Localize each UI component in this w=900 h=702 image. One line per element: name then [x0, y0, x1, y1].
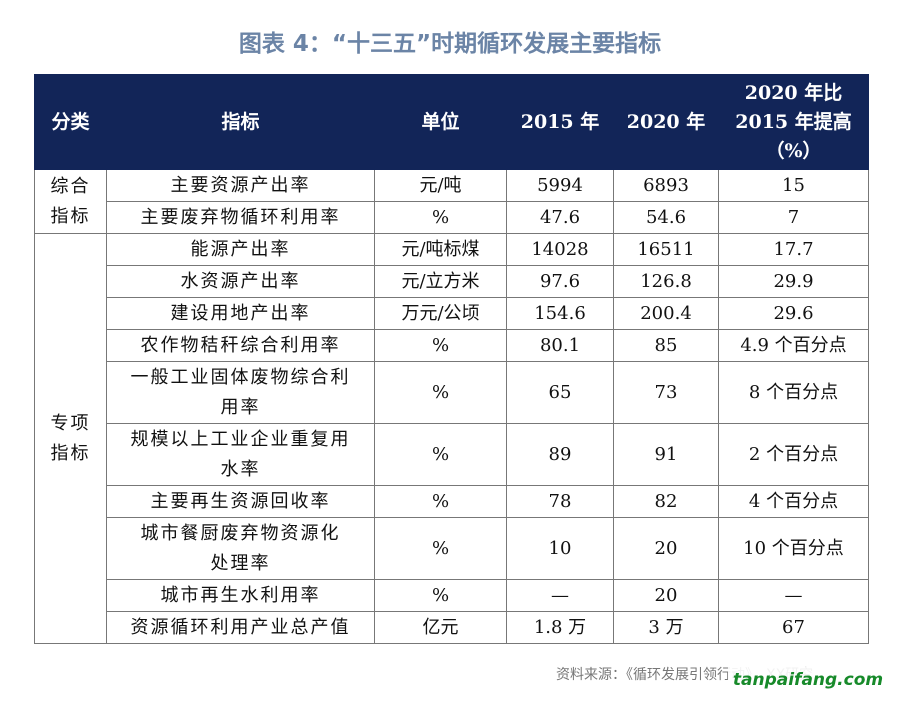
- value-2015-cell: 78: [506, 485, 614, 518]
- increase-cell: 10 个百分点: [718, 517, 869, 580]
- indicator-cell: 能源产出率: [106, 233, 375, 266]
- table-row: 资源循环利用产业总产值 亿元 1.8 万 3 万 67: [35, 611, 869, 644]
- watermark: tanpaifang.com: [728, 667, 888, 693]
- indicator-line2: 用率: [220, 396, 261, 418]
- table-row: 城市餐厨废弃物资源化 处理率 % 10 20 10 个百分点: [35, 517, 869, 580]
- category-comprehensive-line1: 综合: [50, 175, 91, 197]
- header-increase: 2020 年比 2015 年提高 （%）: [718, 74, 869, 170]
- table-row: 农作物秸秆综合利用率 % 80.1 85 4.9 个百分点: [35, 329, 869, 362]
- value-2020-cell: 73: [613, 361, 719, 424]
- table-row: 综合 指标 主要资源产出率 元/吨 5994 6893 15: [34, 169, 869, 234]
- increase-cell: —: [718, 579, 869, 612]
- unit-cell: %: [374, 423, 507, 486]
- value-2020-cell: 200.4: [613, 297, 719, 330]
- value-2015-cell: 89: [506, 423, 614, 486]
- unit-cell: 万元/公顷: [374, 297, 507, 330]
- indicator-cell: 建设用地产出率: [106, 297, 375, 330]
- value-2020-cell: 126.8: [613, 265, 719, 298]
- indicator-cell: 资源循环利用产业总产值: [106, 611, 375, 644]
- category-special-line2: 指标: [50, 442, 91, 464]
- value-2020-cell: 6893: [613, 169, 719, 202]
- category-special: 专项 指标: [34, 233, 107, 644]
- increase-cell: 29.6: [718, 297, 869, 330]
- value-2015-cell: 80.1: [506, 329, 614, 362]
- value-2015-cell: 65: [506, 361, 614, 424]
- category-comprehensive: 综合 指标: [34, 169, 107, 234]
- unit-cell: %: [374, 201, 507, 234]
- indicator-cell: 城市餐厨废弃物资源化 处理率: [106, 517, 375, 580]
- increase-cell: 7: [718, 201, 869, 234]
- value-2020-cell: 54.6: [613, 201, 719, 234]
- value-2020-cell: 20: [613, 579, 719, 612]
- value-2015-cell: 14028: [506, 233, 614, 266]
- header-2015: 2015 年: [506, 74, 614, 170]
- header-increase-line1: 2020 年比: [744, 81, 843, 104]
- increase-cell: 2 个百分点: [718, 423, 869, 486]
- indicator-cell: 规模以上工业企业重复用 水率: [106, 423, 375, 486]
- table-row: 专项 指标 能源产出率 元/吨标煤 14028 16511 17.7: [34, 233, 869, 644]
- table-row: 城市再生水利用率 % — 20 —: [35, 579, 869, 612]
- indicator-cell: 水资源产出率: [106, 265, 375, 298]
- unit-cell: %: [374, 517, 507, 580]
- table-row: 一般工业固体废物综合利 用率 % 65 73 8 个百分点: [35, 361, 869, 424]
- category-special-line1: 专项: [50, 412, 91, 434]
- value-2015-cell: 154.6: [506, 297, 614, 330]
- unit-cell: 元/吨: [374, 169, 507, 202]
- unit-cell: %: [374, 361, 507, 424]
- indicator-line1: 城市餐厨废弃物资源化: [140, 522, 341, 544]
- table-row: 水资源产出率 元/立方米 97.6 126.8 29.9: [35, 265, 869, 298]
- unit-cell: %: [374, 329, 507, 362]
- value-2020-cell: 16511: [613, 233, 719, 266]
- header-indicator: 指标: [106, 74, 375, 170]
- table-row: 规模以上工业企业重复用 水率 % 89 91 2 个百分点: [35, 423, 869, 486]
- value-2015-cell: 5994: [506, 169, 614, 202]
- table-row: 主要再生资源回收率 % 78 82 4 个百分点: [35, 485, 869, 518]
- increase-cell: 29.9: [718, 265, 869, 298]
- value-2015-cell: 1.8 万: [506, 611, 614, 644]
- indicator-line1: 一般工业固体废物综合利: [130, 366, 351, 388]
- value-2015-cell: 97.6: [506, 265, 614, 298]
- increase-cell: 4.9 个百分点: [718, 329, 869, 362]
- value-2020-cell: 3 万: [613, 611, 719, 644]
- increase-cell: 17.7: [718, 233, 869, 266]
- value-2015-cell: —: [506, 579, 614, 612]
- value-2020-cell: 82: [613, 485, 719, 518]
- unit-cell: 元/吨标煤: [374, 233, 507, 266]
- indicator-cell: 城市再生水利用率: [106, 579, 375, 612]
- value-2020-cell: 85: [613, 329, 719, 362]
- increase-cell: 4 个百分点: [718, 485, 869, 518]
- header-category: 分类: [34, 74, 107, 170]
- increase-cell: 8 个百分点: [718, 361, 869, 424]
- table-row: 建设用地产出率 万元/公顷 154.6 200.4 29.6: [35, 297, 869, 330]
- page-title: 图表 4：“十三五”时期循环发展主要指标: [238, 31, 662, 57]
- value-2020-cell: 91: [613, 423, 719, 486]
- indicator-line1: 规模以上工业企业重复用: [130, 428, 351, 450]
- unit-cell: 元/立方米: [374, 265, 507, 298]
- unit-cell: %: [374, 579, 507, 612]
- indicator-line2: 处理率: [210, 552, 271, 574]
- increase-cell: 15: [718, 169, 869, 202]
- indicator-cell: 一般工业固体废物综合利 用率: [106, 361, 375, 424]
- value-2015-cell: 47.6: [506, 201, 614, 234]
- indicator-line2: 水率: [220, 458, 261, 480]
- value-2020-cell: 20: [613, 517, 719, 580]
- header-2020: 2020 年: [613, 74, 719, 170]
- indicator-cell: 主要资源产出率: [106, 169, 375, 202]
- header-increase-line3: （%）: [765, 139, 822, 162]
- table-row: 主要废弃物循环利用率 % 47.6 54.6 7: [35, 201, 869, 234]
- indicator-cell: 农作物秸秆综合利用率: [106, 329, 375, 362]
- table-header-row: 分类 指标 单位 2015 年 2020 年 2020 年比 2015 年提高 …: [34, 74, 869, 170]
- unit-cell: 亿元: [374, 611, 507, 644]
- header-increase-line2: 2015 年提高: [735, 110, 852, 133]
- category-comprehensive-line2: 指标: [50, 205, 91, 227]
- header-unit: 单位: [374, 74, 507, 170]
- indicator-table: 分类 指标 单位 2015 年 2020 年 2020 年比 2015 年提高 …: [34, 74, 869, 644]
- indicator-cell: 主要废弃物循环利用率: [106, 201, 375, 234]
- value-2015-cell: 10: [506, 517, 614, 580]
- indicator-cell: 主要再生资源回收率: [106, 485, 375, 518]
- unit-cell: %: [374, 485, 507, 518]
- increase-cell: 67: [718, 611, 869, 644]
